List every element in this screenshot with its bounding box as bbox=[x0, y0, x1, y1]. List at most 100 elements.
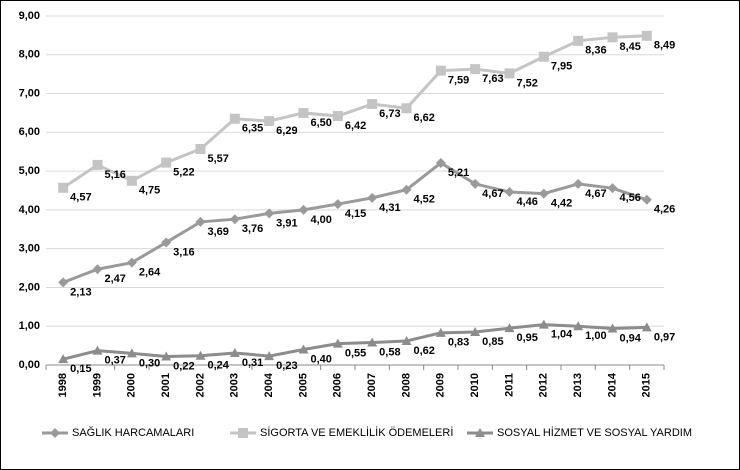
marker bbox=[92, 159, 103, 170]
data-label: 0,85 bbox=[482, 336, 503, 348]
x-tick-label: 2012 bbox=[538, 373, 550, 397]
data-label: 7,59 bbox=[448, 75, 469, 87]
x-tick-label: 2001 bbox=[160, 373, 172, 397]
x-tick-label: 2010 bbox=[469, 373, 481, 397]
marker bbox=[573, 35, 584, 46]
data-label: 8,49 bbox=[654, 40, 675, 52]
marker bbox=[92, 264, 103, 275]
data-label: 0,55 bbox=[345, 348, 366, 360]
x-tick-label: 2011 bbox=[503, 373, 515, 397]
data-label: 8,45 bbox=[620, 41, 641, 53]
data-label: 2,64 bbox=[139, 267, 161, 279]
data-label: 5,57 bbox=[208, 153, 229, 165]
data-label: 5,21 bbox=[448, 167, 469, 179]
data-label: 2,13 bbox=[70, 286, 91, 298]
data-label: 0,94 bbox=[620, 332, 642, 344]
data-label: 7,95 bbox=[551, 61, 572, 73]
data-label: 0,24 bbox=[208, 360, 230, 372]
data-label: 4,31 bbox=[379, 202, 400, 214]
marker bbox=[401, 103, 412, 114]
data-label: 0,22 bbox=[173, 360, 194, 372]
x-tick-label: 2000 bbox=[126, 373, 138, 397]
legend-label: SAĞLIK HARCAMALARI bbox=[72, 426, 194, 439]
marker bbox=[195, 144, 206, 155]
x-tick-label: 1998 bbox=[57, 373, 69, 397]
x-tick-label: 2002 bbox=[194, 373, 206, 397]
marker bbox=[573, 178, 584, 189]
x-tick-label: 2015 bbox=[641, 373, 653, 397]
data-label: 0,97 bbox=[654, 331, 675, 343]
data-label: 4,26 bbox=[654, 204, 675, 216]
marker bbox=[161, 237, 172, 248]
data-label: 4,15 bbox=[345, 208, 366, 220]
series-line bbox=[62, 323, 647, 361]
y-tick-label: 0,00 bbox=[19, 359, 40, 371]
marker bbox=[58, 277, 69, 288]
marker bbox=[607, 183, 618, 194]
data-label: 5,22 bbox=[173, 166, 194, 178]
data-label: 0,95 bbox=[517, 332, 538, 344]
marker bbox=[641, 322, 652, 332]
data-label: 3,91 bbox=[276, 217, 297, 229]
marker bbox=[195, 350, 206, 360]
data-label: 4,42 bbox=[551, 198, 572, 210]
data-label: 1,00 bbox=[585, 330, 606, 342]
data-label: 0,37 bbox=[105, 355, 126, 367]
legend-item: SAĞLIK HARCAMALARI bbox=[42, 426, 194, 439]
data-label: 4,67 bbox=[482, 188, 503, 200]
data-label: 0,15 bbox=[70, 363, 91, 375]
y-tick-label: 3,00 bbox=[19, 243, 40, 255]
marker bbox=[538, 319, 549, 329]
x-tick-label: 2006 bbox=[332, 373, 344, 397]
marker bbox=[58, 354, 69, 364]
marker bbox=[58, 182, 69, 193]
x-tick-label: 1999 bbox=[91, 373, 103, 397]
marker bbox=[229, 214, 240, 225]
marker bbox=[504, 323, 515, 333]
data-label: 4,67 bbox=[585, 188, 606, 200]
data-label: 6,62 bbox=[414, 112, 435, 124]
data-label: 4,52 bbox=[414, 194, 435, 206]
data-label: 6,42 bbox=[345, 120, 366, 132]
marker bbox=[367, 337, 378, 347]
data-label: 7,63 bbox=[482, 73, 503, 85]
marker bbox=[298, 107, 309, 118]
y-tick-label: 7,00 bbox=[19, 87, 40, 99]
data-label: 4,57 bbox=[70, 192, 91, 204]
x-tick-label: 2003 bbox=[229, 373, 241, 397]
marker bbox=[573, 321, 584, 331]
marker bbox=[401, 335, 412, 345]
data-label: 0,62 bbox=[414, 345, 435, 357]
marker bbox=[50, 428, 60, 438]
data-label: 0,40 bbox=[311, 353, 332, 365]
marker bbox=[607, 32, 618, 43]
legend-item: SOSYAL HİZMET VE SOSYAL YARDIM bbox=[467, 426, 692, 439]
marker bbox=[264, 116, 275, 127]
marker bbox=[435, 327, 446, 337]
marker bbox=[92, 345, 103, 355]
marker bbox=[161, 157, 172, 168]
marker bbox=[367, 192, 378, 203]
data-label: 0,31 bbox=[242, 357, 263, 369]
marker bbox=[435, 65, 446, 76]
x-tick-label: 2013 bbox=[572, 373, 584, 397]
series-line bbox=[62, 34, 647, 190]
marker bbox=[470, 64, 481, 75]
marker bbox=[229, 113, 240, 124]
marker bbox=[504, 187, 515, 198]
data-label: 8,36 bbox=[585, 45, 606, 57]
marker bbox=[538, 188, 549, 199]
marker bbox=[229, 347, 240, 357]
marker bbox=[264, 208, 275, 219]
marker bbox=[538, 51, 549, 62]
data-label: 6,29 bbox=[276, 125, 297, 137]
marker bbox=[470, 178, 481, 189]
marker bbox=[238, 428, 248, 438]
legend-item: SİGORTA VE EMEKLİLİK ÖDEMELERİ bbox=[230, 426, 453, 439]
y-tick-label: 4,00 bbox=[19, 204, 40, 216]
data-label: 4,46 bbox=[517, 196, 538, 208]
marker bbox=[298, 344, 309, 354]
marker bbox=[401, 184, 412, 195]
marker bbox=[367, 99, 378, 110]
data-label: 4,75 bbox=[139, 185, 160, 197]
